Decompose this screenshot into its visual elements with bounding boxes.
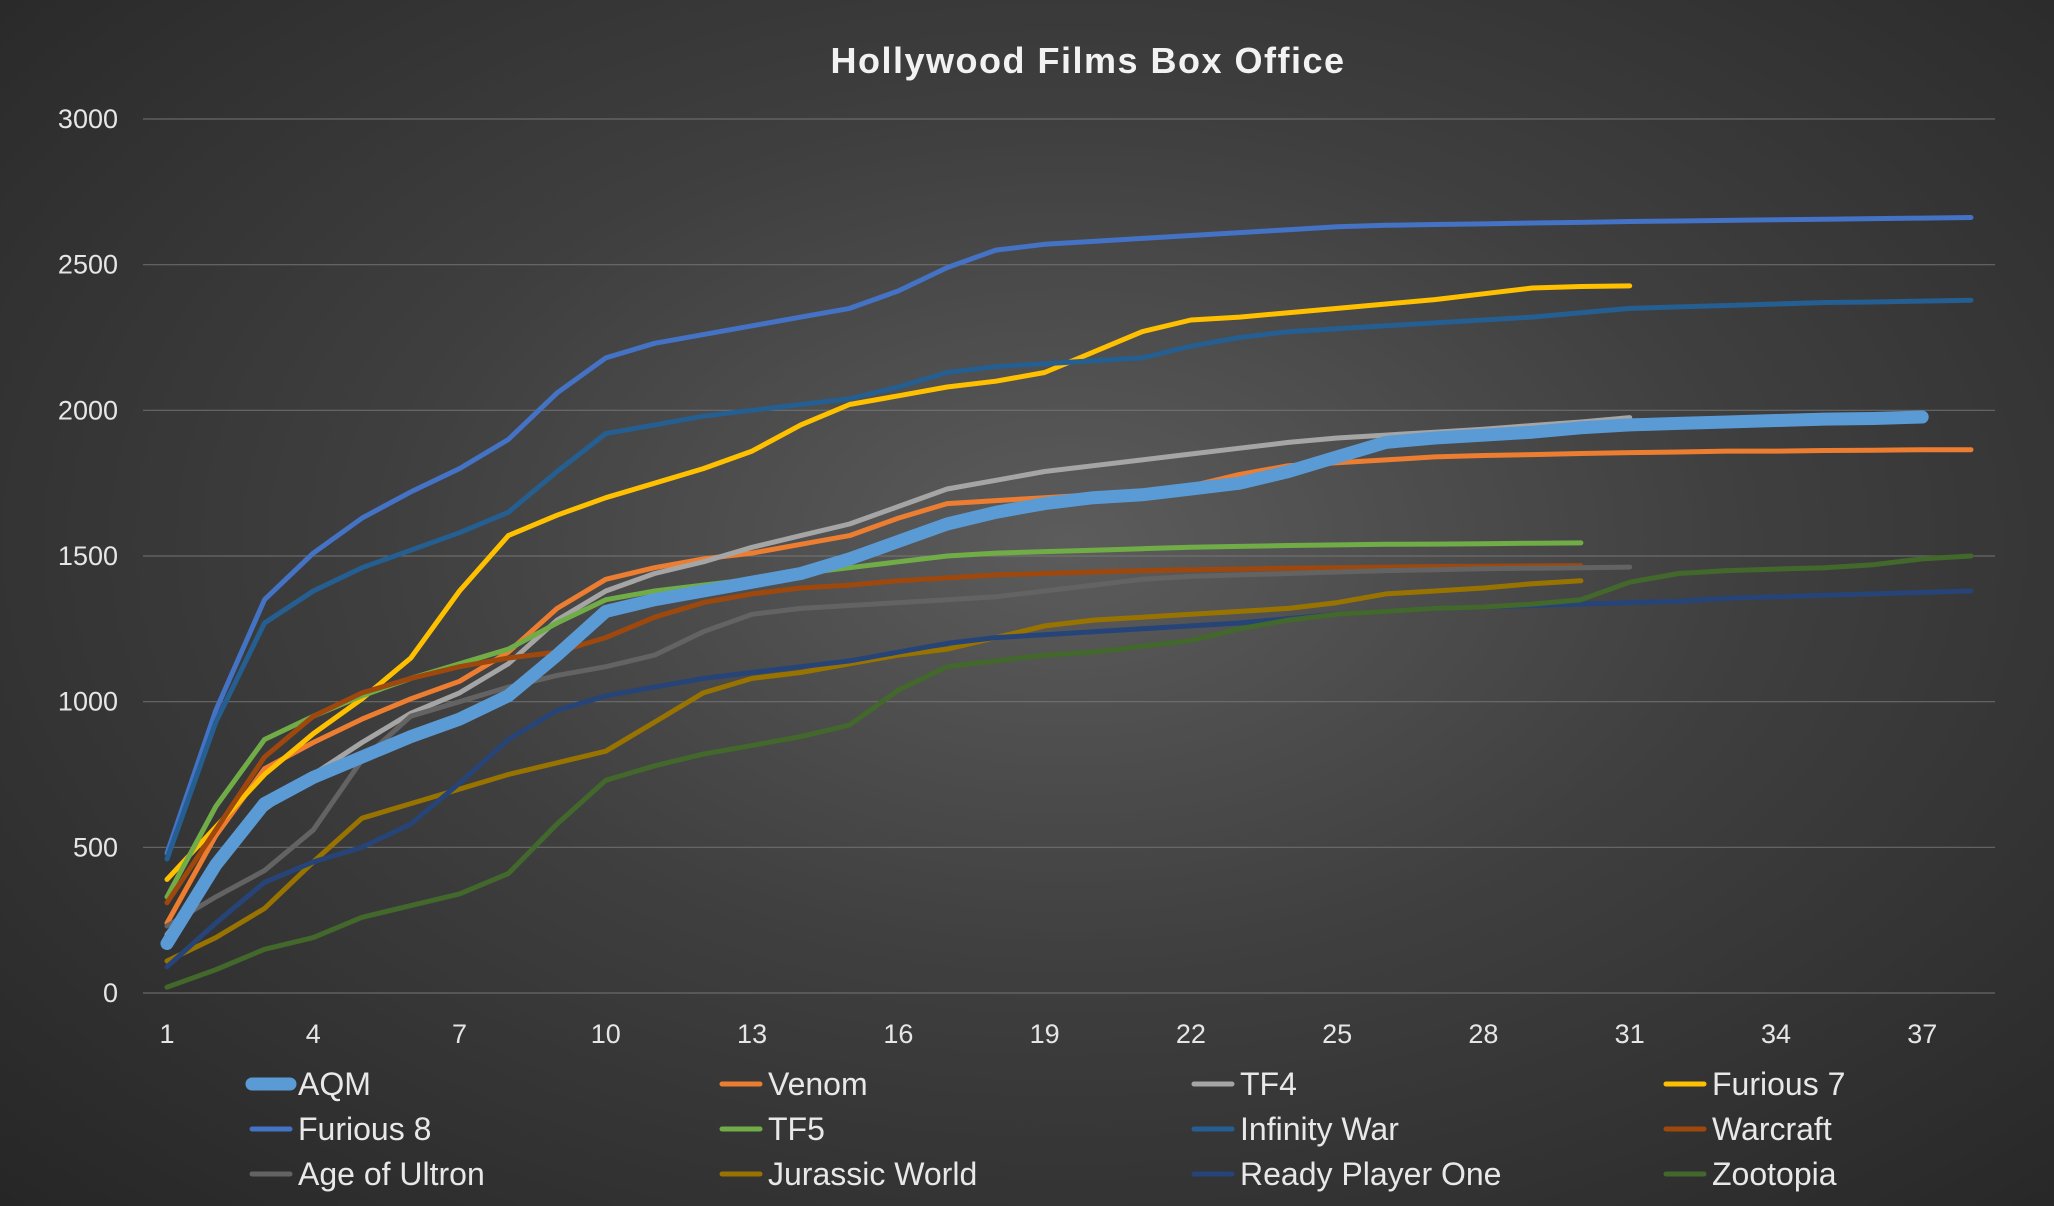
x-tick-label: 34 xyxy=(1761,1019,1791,1049)
legend-label-aqm: AQM xyxy=(298,1066,371,1102)
legend-label-ready-player-one: Ready Player One xyxy=(1240,1156,1501,1192)
legend-label-tf5: TF5 xyxy=(768,1111,825,1147)
chart-title: Hollywood Films Box Office xyxy=(830,40,1345,81)
x-tick-label: 19 xyxy=(1030,1019,1060,1049)
x-tick-label: 13 xyxy=(737,1019,767,1049)
series-line-infinity-war xyxy=(164,297,1974,862)
x-tick-label: 10 xyxy=(591,1019,621,1049)
y-tick-label: 3000 xyxy=(58,104,118,134)
legend-label-warcraft: Warcraft xyxy=(1712,1111,1832,1147)
x-tick-label: 37 xyxy=(1907,1019,1937,1049)
legend-label-furious-7: Furious 7 xyxy=(1712,1066,1845,1102)
gridlines xyxy=(143,118,1995,994)
series-line-tf4 xyxy=(164,415,1633,938)
y-tick-label: 1000 xyxy=(58,687,118,717)
y-tick-label: 1500 xyxy=(58,541,118,571)
x-tick-label: 25 xyxy=(1322,1019,1352,1049)
series-line-furious-8 xyxy=(164,215,1974,856)
series-line-ready-player-one xyxy=(164,588,1974,970)
legend-label-zootopia: Zootopia xyxy=(1712,1156,1837,1192)
series-line-warcraft xyxy=(164,563,1584,906)
y-tick-label: 0 xyxy=(103,978,118,1008)
y-axis-ticks: 0 500 1000 1500 2000 2500 3000 xyxy=(58,104,118,1008)
x-tick-label: 31 xyxy=(1615,1019,1645,1049)
y-tick-label: 500 xyxy=(73,832,118,862)
legend-label-age-of-ultron: Age of Ultron xyxy=(298,1156,485,1192)
x-tick-label: 22 xyxy=(1176,1019,1206,1049)
legend-label-infinity-war: Infinity War xyxy=(1240,1111,1399,1147)
y-tick-label: 2500 xyxy=(58,250,118,280)
legend-label-tf4: TF4 xyxy=(1240,1066,1297,1102)
y-tick-label: 2000 xyxy=(58,395,118,425)
x-tick-label: 1 xyxy=(159,1019,174,1049)
legend-label-jurassic-world: Jurassic World xyxy=(768,1156,977,1192)
series-line-aqm xyxy=(160,410,1929,950)
series-line-age-of-ultron xyxy=(164,564,1633,929)
series-line-zootopia xyxy=(164,553,1974,990)
x-tick-label: 28 xyxy=(1468,1019,1498,1049)
legend: AQM Venom TF4 Furious 7 Furious 8 TF5 Infinity… xyxy=(245,1066,1845,1192)
series-line-jurassic-world xyxy=(164,578,1584,964)
legend-label-furious-8: Furious 8 xyxy=(298,1111,431,1147)
series-line-furious-7 xyxy=(164,283,1633,882)
series-line-venom xyxy=(164,447,1974,926)
legend-label-venom: Venom xyxy=(768,1066,868,1102)
x-tick-label: 16 xyxy=(883,1019,913,1049)
x-tick-label: 7 xyxy=(452,1019,467,1049)
series-lines xyxy=(160,215,1974,990)
x-axis-ticks: 1 4 7 10 13 16 19 22 25 28 31 34 37 xyxy=(159,1019,1937,1049)
x-tick-label: 4 xyxy=(306,1019,321,1049)
